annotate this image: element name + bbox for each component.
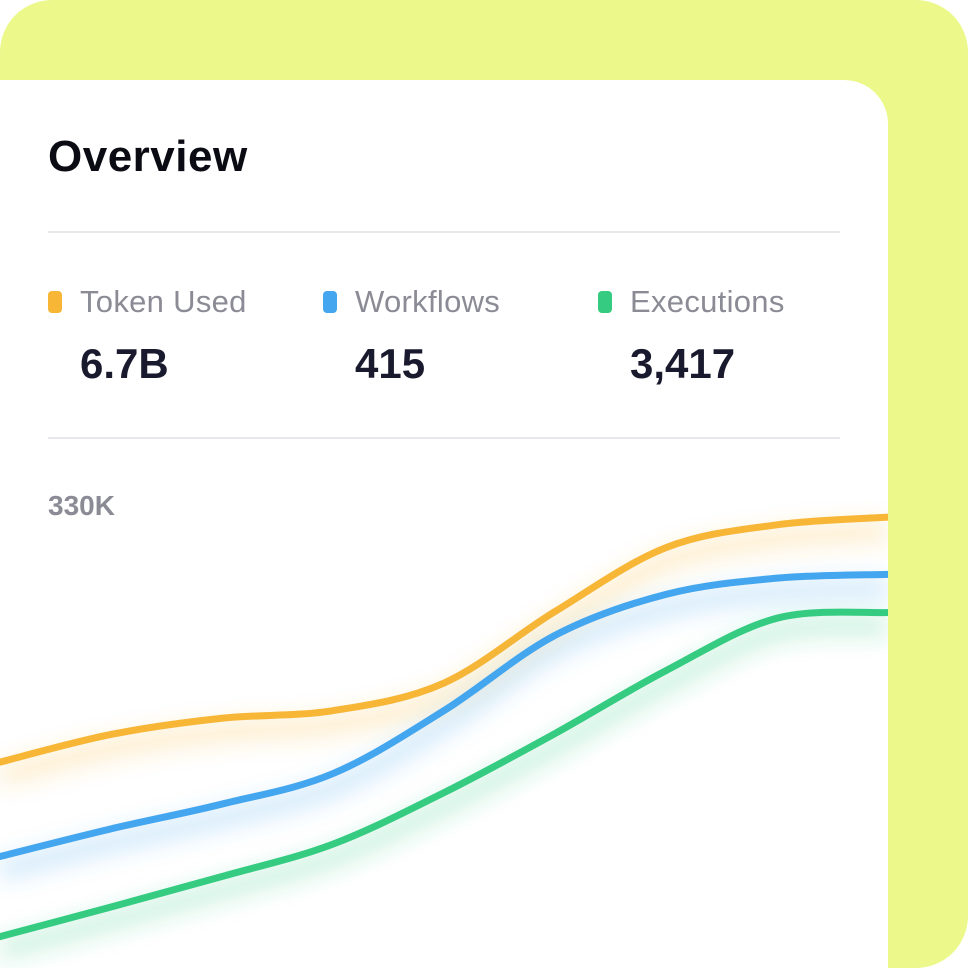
series-glow-workflows: [0, 581, 888, 878]
stat-workflows: Workflows 415: [323, 284, 500, 388]
divider-top: [48, 231, 840, 233]
stat-label-workflows: Workflows: [355, 284, 501, 319]
token-legend-marker: [48, 291, 62, 313]
executions-legend-marker: [598, 291, 612, 313]
overview-card: Overview Token Used 6.7B Workflows 415 E…: [0, 80, 888, 968]
stat-value-executions: 3,417: [630, 340, 736, 387]
stat-value-token-used: 6.7B: [80, 340, 169, 387]
series-glow-token-used: [0, 524, 888, 783]
y-axis-tick-label: 330K: [48, 490, 115, 521]
workflows-legend-marker: [323, 291, 337, 313]
stat-executions: Executions 3,417: [598, 284, 785, 388]
series-glow-executions: [0, 619, 888, 958]
stat-label-executions: Executions: [630, 284, 785, 319]
line-chart: [0, 513, 888, 958]
stat-label-token-used: Token Used: [80, 284, 247, 319]
stat-value-workflows: 415: [355, 340, 426, 387]
divider-bottom: [48, 437, 840, 439]
series-line-executions: [0, 608, 888, 941]
page-title: Overview: [48, 132, 248, 181]
stat-token-used: Token Used 6.7B: [48, 284, 247, 388]
series-line-workflows: [0, 570, 888, 860]
series-line-token-used: [0, 513, 888, 766]
